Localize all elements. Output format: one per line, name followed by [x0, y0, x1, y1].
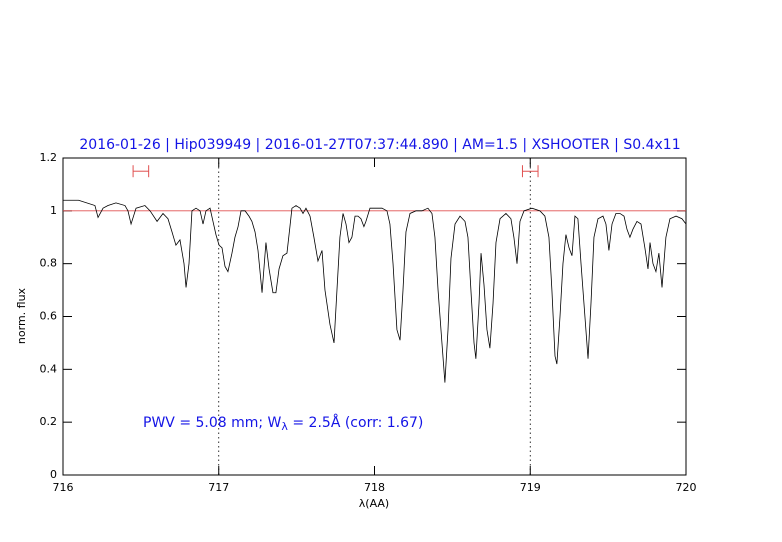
spectrum-line [63, 199, 687, 383]
y-tick-label: 0.8 [40, 257, 58, 270]
x-tick-label: 716 [53, 481, 74, 494]
x-axis-label: λ(AA) [359, 497, 389, 510]
y-tick-label: 0.6 [40, 310, 58, 323]
annotation-text: PWV = 5.08 mm; W [143, 415, 282, 431]
chart-title: 2016-01-26 | Hip039949 | 2016-01-27T07:3… [79, 137, 680, 153]
y-tick-label: 1.2 [40, 151, 58, 164]
annotation-text: = 2.5Å (corr: 1.67) [288, 414, 423, 431]
x-tick-label: 718 [364, 481, 385, 494]
y-axis-label: norm. flux [15, 287, 28, 344]
y-tick-label: 0.4 [40, 362, 58, 375]
x-tick-label: 719 [520, 481, 541, 494]
annotation: PWV = 5.08 mm; Wλ = 2.5Å (corr: 1.67) [143, 414, 423, 433]
annotation-subscript: λ [281, 420, 288, 433]
x-tick-label: 717 [208, 481, 229, 494]
y-tick-label: 1 [50, 204, 57, 217]
x-tick-label: 720 [676, 481, 697, 494]
y-tick-label: 0.2 [40, 415, 58, 428]
y-tick-label: 0 [50, 468, 57, 481]
